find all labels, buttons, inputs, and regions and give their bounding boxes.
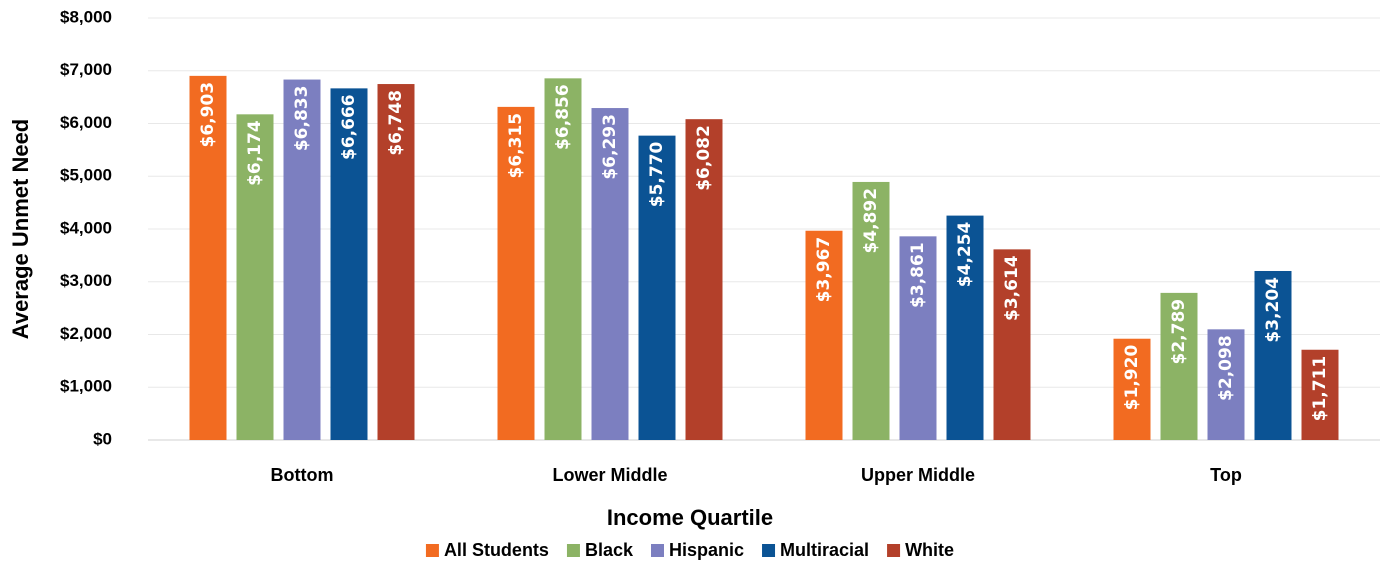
x-axis-title: Income Quartile — [607, 505, 773, 530]
value-label: $3,967 — [814, 237, 834, 303]
bar — [899, 236, 937, 440]
value-label: $6,174 — [245, 120, 265, 186]
value-label: $1,711 — [1310, 356, 1330, 422]
x-tick-label: Upper Middle — [861, 465, 975, 485]
bar — [189, 75, 227, 440]
value-label: $6,315 — [506, 113, 526, 179]
legend-swatch — [887, 544, 901, 557]
value-label: $4,892 — [861, 188, 881, 254]
legend-label: White — [905, 540, 954, 560]
value-label: $1,920 — [1122, 345, 1142, 411]
legend-label: Hispanic — [669, 540, 744, 560]
value-label: $6,748 — [386, 90, 406, 156]
y-tick-label: $5,000 — [60, 166, 112, 185]
bar — [805, 230, 843, 440]
value-label: $6,666 — [339, 94, 359, 160]
value-label: $5,770 — [647, 141, 667, 207]
bar — [1301, 349, 1339, 440]
y-tick-label: $3,000 — [60, 271, 112, 290]
y-tick-label: $2,000 — [60, 324, 112, 343]
value-label: $6,903 — [198, 82, 218, 148]
y-tick-label: $8,000 — [60, 7, 112, 26]
bar — [638, 135, 676, 440]
value-label: $6,082 — [694, 125, 714, 191]
bar — [497, 106, 535, 440]
bar — [236, 114, 274, 440]
bar — [1207, 329, 1245, 440]
bar — [946, 215, 984, 440]
value-label: $6,856 — [553, 84, 573, 150]
x-tick-label: Top — [1210, 465, 1242, 485]
value-label: $2,789 — [1169, 299, 1189, 365]
bar — [1254, 270, 1292, 440]
value-label: $3,614 — [1002, 255, 1022, 321]
legend-swatch — [566, 544, 580, 557]
bar — [544, 78, 582, 440]
y-tick-label: $4,000 — [60, 218, 112, 237]
x-tick-label: Lower Middle — [552, 465, 667, 485]
bar — [330, 88, 368, 440]
bar — [591, 108, 629, 440]
legend-label: All Students — [444, 540, 549, 560]
legend-swatch — [651, 544, 664, 557]
y-tick-label: $1,000 — [60, 377, 112, 396]
value-label: $6,293 — [600, 114, 620, 180]
value-label: $3,204 — [1263, 277, 1283, 343]
legend-swatch — [425, 544, 439, 557]
bar — [993, 249, 1031, 440]
y-tick-label: $7,000 — [60, 60, 112, 79]
bar — [283, 79, 321, 440]
bar — [685, 119, 723, 440]
legend-label: Black — [585, 540, 634, 560]
value-label: $2,098 — [1216, 335, 1236, 401]
x-tick-label: Bottom — [271, 465, 334, 485]
value-label: $6,833 — [292, 86, 312, 152]
value-label: $4,254 — [955, 221, 975, 287]
bar — [852, 181, 890, 440]
legend-label: Multiracial — [780, 540, 869, 560]
y-tick-label: $0 — [93, 429, 112, 448]
bar — [1160, 292, 1198, 440]
bar — [1113, 338, 1151, 440]
y-axis-title: Average Unmet Need — [8, 119, 33, 339]
y-tick-label: $6,000 — [60, 113, 112, 132]
bar — [377, 84, 415, 440]
legend-swatch — [762, 544, 776, 557]
value-label: $3,861 — [908, 242, 928, 308]
